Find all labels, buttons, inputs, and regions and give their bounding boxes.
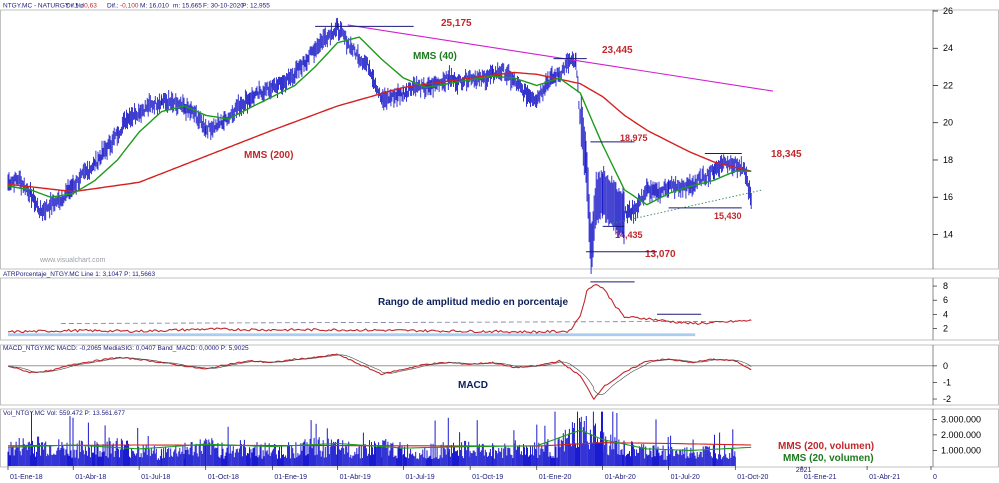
xtick-label: 01-Ene-18 xyxy=(10,474,43,481)
label-mms200: MMS (200) xyxy=(244,150,293,161)
atr-header: ATRPorcentaje_NTGY.MC Line 1: 3,1047 P: … xyxy=(3,271,156,278)
price-series xyxy=(7,17,752,274)
xtick-label: 01-Jul-20 xyxy=(671,474,700,481)
annotation-13070: 13,070 xyxy=(645,249,676,260)
annotation-18345: 18,345 xyxy=(771,149,802,160)
macd-line xyxy=(7,353,752,401)
volume-bars xyxy=(7,411,736,466)
macd-title: MACD xyxy=(458,380,488,391)
xtick-label: 01-Oct-19 xyxy=(472,474,503,481)
price-header-ticker: NTGY.MC - NATURGY - 1 d xyxy=(3,3,84,10)
xtick-label: 01-Ene-21 xyxy=(804,474,837,481)
atr-title: Rango de amplitud medio en porcentaje xyxy=(378,297,568,308)
xtick-label: 0 xyxy=(933,474,937,481)
price-header-dif-pct: -0,63 xyxy=(82,3,97,10)
xtick-label: 01-Ene-20 xyxy=(539,474,572,481)
label-mms40: MMS (40) xyxy=(413,51,457,62)
atr-ytick-label: 2 xyxy=(943,323,948,333)
macd-ytick-label: -2 xyxy=(943,394,951,404)
atr-ytick-label: 6 xyxy=(943,295,948,305)
marks-layer xyxy=(7,17,774,466)
price-ytick-label: 14 xyxy=(943,229,953,239)
macd-header: MACD_NTGY.MC MACD: -0,2065 MediaSIG: 0,0… xyxy=(3,345,249,352)
volume-mms200-line xyxy=(8,442,752,447)
price-header-max: M: 16,010 xyxy=(140,3,169,10)
axes-layer: 141618202224262468-2-101.000.0002.000.00… xyxy=(7,6,981,481)
annotation-14435: 14,435 xyxy=(615,230,643,240)
macd-panel-frame xyxy=(0,344,999,406)
xtick-label: 01-Abr-19 xyxy=(340,474,371,481)
xtick-label: 01-Abr-21 xyxy=(869,474,900,481)
price-ytick-label: 26 xyxy=(943,6,953,16)
volume-ytick-label: 3.000.000 xyxy=(941,414,981,424)
volume-header: Vol_NTGY.MC Vol: 559.472 P: 13.561.677 xyxy=(3,410,125,417)
atr-ytick-label: 4 xyxy=(943,309,948,319)
price-ytick-label: 16 xyxy=(943,192,953,202)
annotation-15430: 15,430 xyxy=(714,211,742,221)
price-header-date: F: 30-10-2020 xyxy=(203,3,244,10)
annotation-23445: 23,445 xyxy=(602,45,633,56)
atr-line xyxy=(7,284,752,334)
macd-signal-line xyxy=(7,354,752,396)
atr-ytick-label: 8 xyxy=(943,281,948,291)
macd-ytick-label: -1 xyxy=(943,377,951,387)
xtick-label: 01-Oct-18 xyxy=(208,474,239,481)
xtick-label: 01-Ene-19 xyxy=(274,474,307,481)
price-ytick-label: 22 xyxy=(943,80,953,90)
xtick-label: 01-Abr-20 xyxy=(605,474,636,481)
price-header-min: m: 15,665 xyxy=(173,3,202,10)
price-header-dif-label: Dif.: xyxy=(107,3,119,10)
price-header-dif-pct-label: Dif.%: xyxy=(66,3,84,10)
annotation-18975: 18,975 xyxy=(620,133,648,143)
label-vol-mms20: MMS (20, volumen) xyxy=(783,453,874,464)
price-header-dif: -0,100 xyxy=(120,3,139,10)
price-ytick-label: 24 xyxy=(943,43,953,53)
annotation-25175: 25,175 xyxy=(441,18,472,29)
watermark: www.visualchart.com xyxy=(39,257,106,264)
mms40-line xyxy=(7,36,752,206)
volume-mms20-line xyxy=(7,429,752,451)
price-header-close: P: 12,955 xyxy=(242,3,270,10)
price-ytick-label: 18 xyxy=(943,155,953,165)
volume-ytick-label: 2.000.000 xyxy=(941,430,981,440)
year-2021-label: 2021 xyxy=(796,467,812,474)
mms200-line xyxy=(7,71,752,193)
xtick-label: 01-Oct-20 xyxy=(737,474,768,481)
atr-dashed-ref xyxy=(60,320,724,324)
trendline-support xyxy=(612,189,764,224)
xtick-label: 01-Abr-18 xyxy=(75,474,106,481)
price-ytick-label: 20 xyxy=(943,118,953,128)
atr-band xyxy=(8,333,696,337)
trendline-resistance xyxy=(347,24,774,92)
label-vol-mms200: MMS (200, volumen) xyxy=(778,441,874,452)
xtick-label: 01-Jul-19 xyxy=(405,474,434,481)
volume-ytick-label: 1.000.000 xyxy=(941,445,981,455)
macd-ytick-label: 0 xyxy=(943,361,948,371)
xtick-label: 01-Jul-18 xyxy=(141,474,170,481)
